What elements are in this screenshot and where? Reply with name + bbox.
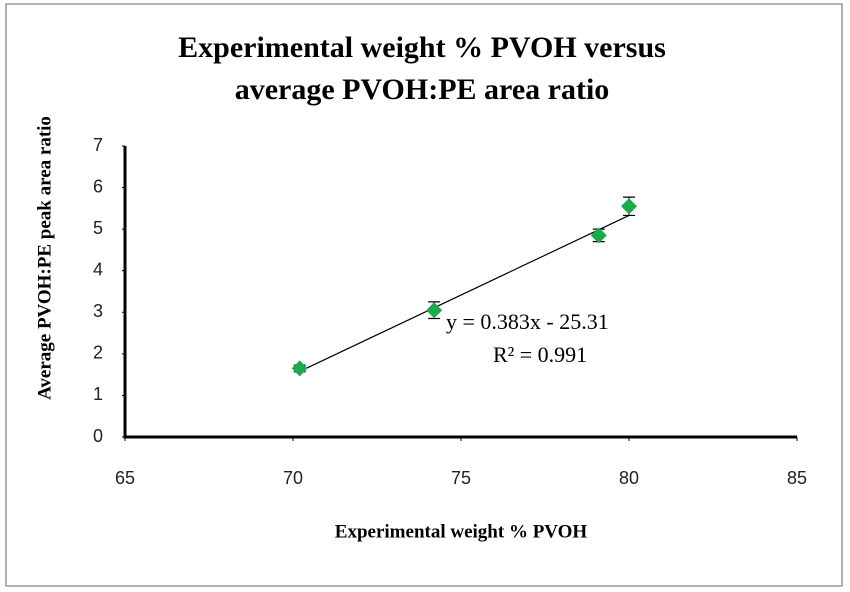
y-tick-label: 5: [93, 218, 103, 238]
r-squared: R² = 0.991: [493, 342, 587, 367]
y-tick-label: 3: [93, 301, 103, 321]
trendline: [299, 214, 630, 373]
chart-title: average PVOH:PE area ratio: [235, 73, 610, 106]
trendline-equation: y = 0.383x - 25.31: [446, 309, 609, 334]
x-axis-label: Experimental weight % PVOH: [335, 521, 588, 542]
y-tick-label: 6: [93, 176, 103, 196]
y-axis-label: Average PVOH:PE peak area ratio: [34, 116, 55, 400]
x-tick-label: 80: [619, 468, 639, 488]
y-tick-label: 7: [93, 135, 103, 155]
data-point: [426, 302, 443, 319]
y-tick-label: 0: [93, 426, 103, 446]
data-point: [621, 198, 637, 215]
x-tick-label: 75: [451, 468, 471, 488]
chart-title: Experimental weight % PVOH versus: [178, 31, 666, 64]
data-point: [590, 227, 607, 244]
y-tick-label: 4: [93, 259, 103, 279]
chart-frame: [5, 3, 843, 587]
y-tick-label: 2: [93, 343, 103, 363]
x-tick-label: 85: [787, 468, 807, 488]
y-tick-label: 1: [93, 384, 103, 404]
data-point: [291, 360, 308, 377]
x-tick-label: 70: [283, 468, 303, 488]
x-tick-label: 65: [115, 468, 135, 488]
